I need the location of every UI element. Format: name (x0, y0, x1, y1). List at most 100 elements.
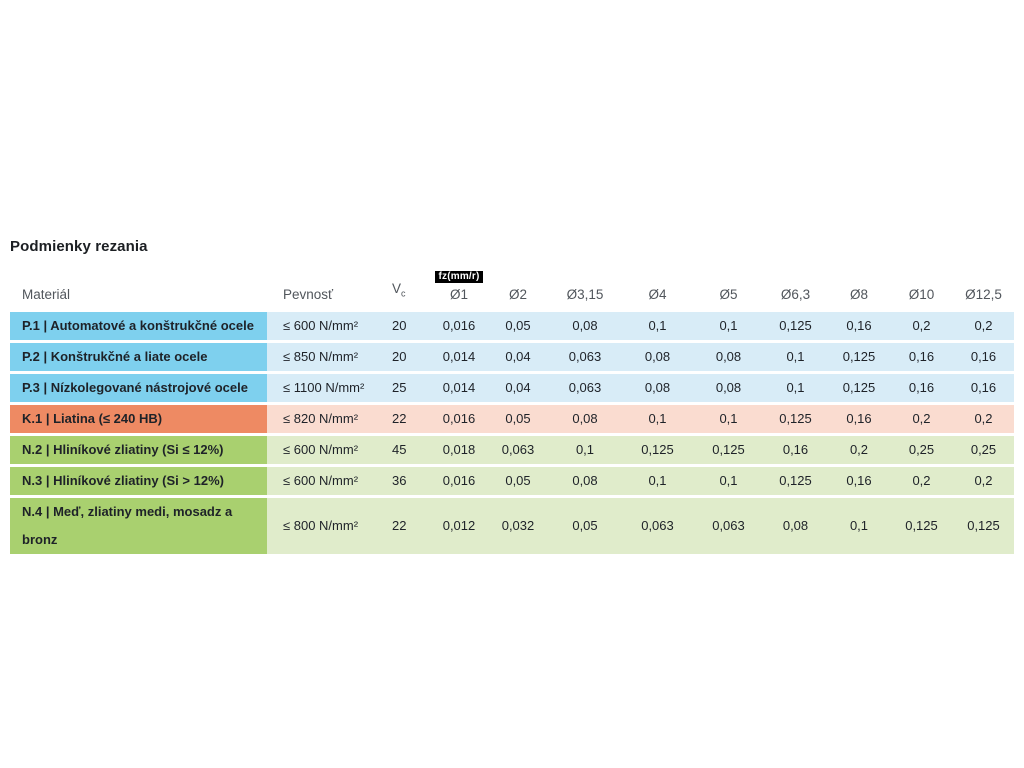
table-row: P.3 | Nízkolegované nástrojové ocele ≤ 11… (10, 374, 1014, 402)
value-cell: 0,08 (694, 343, 763, 371)
value-cell: 0,1 (828, 498, 890, 554)
col-header-strength: Pevnosť (283, 287, 334, 302)
value-cell: 0,04 (487, 374, 549, 402)
section-title: Podmienky rezania (10, 238, 148, 255)
strength-cell: ≤ 600 N/mm² (267, 436, 383, 464)
value-cell: 0,04 (487, 343, 549, 371)
col-header-d7: Ø8 (849, 287, 868, 302)
material-cell: K.1 | Liatina (≤ 240 HB) (10, 405, 267, 433)
value-cell: 0,016 (431, 467, 487, 495)
value-cell: 0,16 (890, 343, 953, 371)
strength-cell: ≤ 820 N/mm² (267, 405, 383, 433)
strength-cell: ≤ 1100 N/mm² (267, 374, 383, 402)
value-cell: 0,16 (763, 436, 828, 464)
col-header-d8: Ø10 (908, 287, 935, 302)
value-cell: 0,16 (953, 343, 1014, 371)
value-cell: 0,125 (828, 374, 890, 402)
col-header-d6: Ø6,3 (780, 287, 811, 302)
col-header-material: Materiál (22, 287, 71, 302)
value-cell: 0,063 (694, 498, 763, 554)
vc-subscript: c (401, 289, 406, 299)
value-cell: 0,25 (953, 436, 1014, 464)
value-cell: 0,08 (763, 498, 828, 554)
value-cell: 0,16 (828, 312, 890, 340)
value-cell: 0,125 (763, 467, 828, 495)
value-cell: 0,016 (431, 312, 487, 340)
table-row: N.2 | Hliníkové zliatiny (Si ≤ 12%) ≤ 600… (10, 436, 1014, 464)
vc-cell: 22 (383, 405, 431, 433)
table-row: N.3 | Hliníkové zliatiny (Si > 12%) ≤ 600… (10, 467, 1014, 495)
value-cell: 0,08 (694, 374, 763, 402)
cutting-conditions-section: Podmienky rezania Materiál Pevnosť Vc fz… (10, 238, 1014, 557)
value-cell: 0,1 (694, 312, 763, 340)
strength-cell: ≤ 600 N/mm² (267, 467, 383, 495)
material-cell: N.2 | Hliníkové zliatiny (Si ≤ 12%) (10, 436, 267, 464)
value-cell: 0,1 (621, 467, 694, 495)
col-header-d9: Ø12,5 (965, 287, 1002, 302)
table-row: K.1 | Liatina (≤ 240 HB) ≤ 820 N/mm² 22 0,0… (10, 405, 1014, 433)
value-cell: 0,125 (953, 498, 1014, 554)
table-row: N.4 | Meď, zliatiny medi, mosadz a bronz… (10, 498, 1014, 554)
value-cell: 0,063 (487, 436, 549, 464)
material-cell: P.3 | Nízkolegované nástrojové ocele (10, 374, 267, 402)
value-cell: 0,1 (763, 374, 828, 402)
value-cell: 0,08 (549, 312, 621, 340)
value-cell: 0,125 (621, 436, 694, 464)
value-cell: 0,2 (890, 467, 953, 495)
value-cell: 0,16 (890, 374, 953, 402)
value-cell: 0,063 (549, 343, 621, 371)
value-cell: 0,1 (694, 467, 763, 495)
strength-cell: ≤ 850 N/mm² (267, 343, 383, 371)
value-cell: 0,014 (431, 343, 487, 371)
table-body: P.1 | Automatové a konštrukčné ocele ≤ 60… (10, 312, 1014, 554)
value-cell: 0,16 (953, 374, 1014, 402)
value-cell: 0,08 (549, 467, 621, 495)
value-cell: 0,2 (953, 467, 1014, 495)
col-header-vc: Vc (383, 259, 431, 309)
value-cell: 0,16 (828, 467, 890, 495)
value-cell: 0,05 (487, 312, 549, 340)
table-row: P.2 | Konštrukčné a liate ocele ≤ 850 N/m… (10, 343, 1014, 371)
vc-cell: 36 (383, 467, 431, 495)
header-row: Materiál Pevnosť Vc fz(mm/r) Ø1 Ø2 Ø3,15… (10, 259, 1014, 309)
value-cell: 0,125 (763, 405, 828, 433)
col-header-d1: fz(mm/r) Ø1 (431, 259, 487, 309)
col-header-d4: Ø4 (648, 287, 667, 302)
value-cell: 0,08 (621, 374, 694, 402)
value-cell: 0,016 (431, 405, 487, 433)
value-cell: 0,1 (621, 405, 694, 433)
strength-cell: ≤ 600 N/mm² (267, 312, 383, 340)
value-cell: 0,16 (828, 405, 890, 433)
value-cell: 0,2 (828, 436, 890, 464)
value-cell: 0,2 (953, 312, 1014, 340)
value-cell: 0,1 (694, 405, 763, 433)
value-cell: 0,08 (549, 405, 621, 433)
material-cell: P.2 | Konštrukčné a liate ocele (10, 343, 267, 371)
value-cell: 0,1 (621, 312, 694, 340)
strength-cell: ≤ 800 N/mm² (267, 498, 383, 554)
value-cell: 0,2 (890, 312, 953, 340)
vc-cell: 45 (383, 436, 431, 464)
value-cell: 0,125 (828, 343, 890, 371)
vc-cell: 22 (383, 498, 431, 554)
value-cell: 0,063 (549, 374, 621, 402)
value-cell: 0,2 (953, 405, 1014, 433)
material-cell: P.1 | Automatové a konštrukčné ocele (10, 312, 267, 340)
material-cell: N.3 | Hliníkové zliatiny (Si > 12%) (10, 467, 267, 495)
value-cell: 0,05 (487, 405, 549, 433)
value-cell: 0,1 (549, 436, 621, 464)
value-cell: 0,08 (621, 343, 694, 371)
value-cell: 0,012 (431, 498, 487, 554)
table-row: P.1 | Automatové a konštrukčné ocele ≤ 60… (10, 312, 1014, 340)
value-cell: 0,2 (890, 405, 953, 433)
vc-cell: 20 (383, 343, 431, 371)
vc-cell: 20 (383, 312, 431, 340)
col-header-d2: Ø2 (508, 287, 527, 302)
value-cell: 0,032 (487, 498, 549, 554)
cutting-conditions-table: Materiál Pevnosť Vc fz(mm/r) Ø1 Ø2 Ø3,15… (10, 256, 1014, 557)
vc-label: V (392, 281, 402, 297)
value-cell: 0,125 (763, 312, 828, 340)
vc-cell: 25 (383, 374, 431, 402)
value-cell: 0,05 (549, 498, 621, 554)
value-cell: 0,014 (431, 374, 487, 402)
